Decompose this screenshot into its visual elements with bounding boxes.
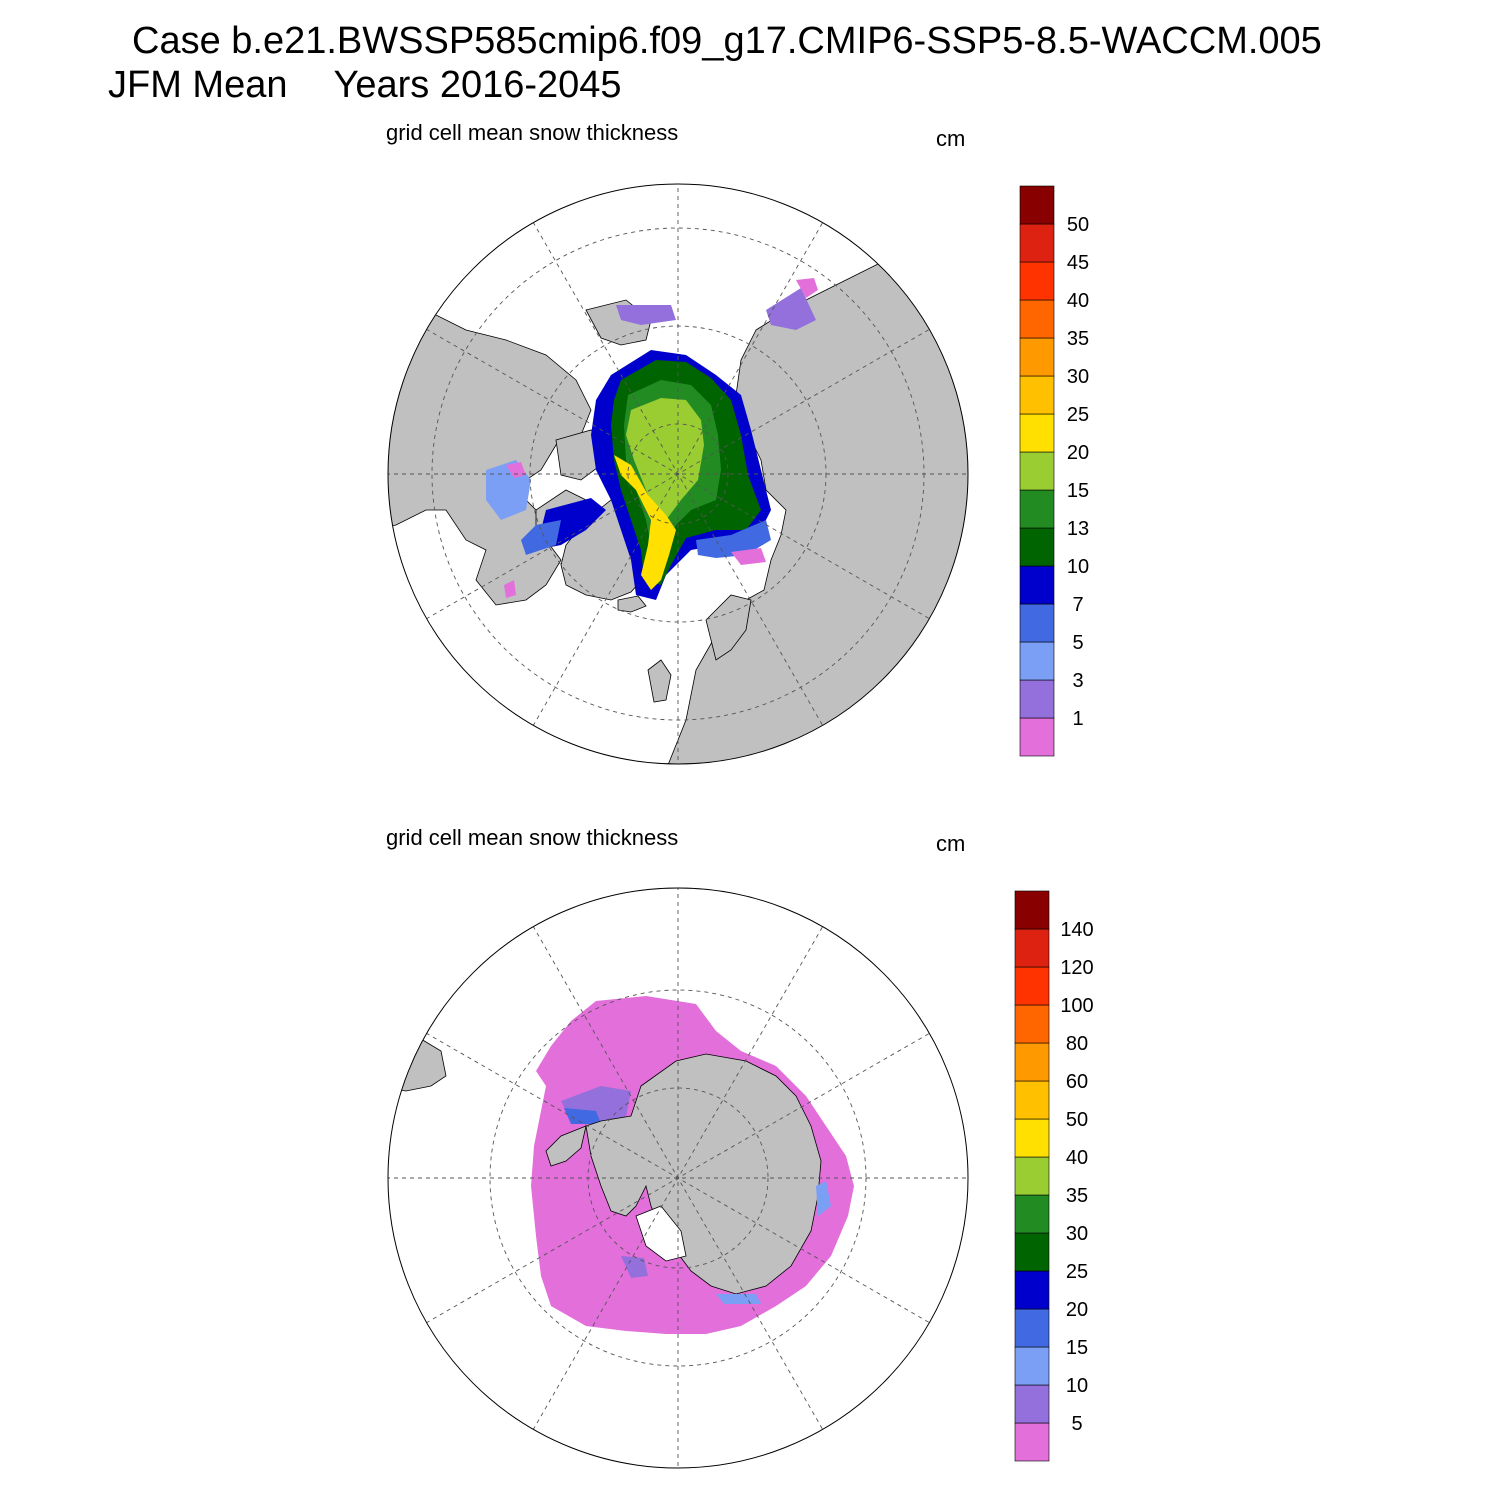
arctic-light-green (626, 398, 704, 520)
antarctic-peninsula (545, 1125, 587, 1167)
bering-snow (616, 305, 676, 325)
barents-margin-snow (696, 520, 771, 558)
north-map-boundary (387, 183, 969, 765)
colorbar-tick-label: 13 (1067, 518, 1089, 540)
north-polar-map (387, 183, 969, 765)
colorbar-box-15 (1014, 890, 1050, 930)
colorbar-tick-label: 100 (1060, 995, 1093, 1017)
okhotsk-edge (796, 278, 818, 298)
colorbar-tick-label: 40 (1067, 290, 1089, 312)
colorbar-box-14 (1019, 223, 1055, 263)
colorbar-box-6 (1014, 1232, 1050, 1272)
colorbar-tick-label: 15 (1067, 480, 1089, 502)
colorbar-tick-label: 35 (1066, 1185, 1088, 1207)
north-units: cm (936, 126, 966, 151)
colorbar-tick-label: 30 (1067, 366, 1089, 388)
colorbar-tick-label: 40 (1066, 1147, 1088, 1169)
east-antarctic-blue-edge (816, 1181, 831, 1216)
south-meridian-150 (532, 925, 824, 1431)
ross-blue-edge (716, 1294, 761, 1304)
labrador-pink-edge (504, 580, 516, 598)
colorbar-tick-label: 20 (1066, 1299, 1088, 1321)
colorbar-tick-label: 5 (1071, 1413, 1082, 1435)
colorbar-box-14 (1014, 928, 1050, 968)
colorbar-tick-label: 10 (1066, 1375, 1088, 1397)
colorbar-tick-label: 10 (1067, 556, 1089, 578)
colorbar-tick-label: 5 (1072, 632, 1083, 654)
colorbar-tick-label: 80 (1066, 1033, 1088, 1055)
colorbar-box-2 (1019, 679, 1055, 719)
scandinavia (705, 594, 752, 661)
colorbar-tick-label: 60 (1066, 1071, 1088, 1093)
barents-pink-edge (731, 548, 766, 565)
okhotsk-snow (766, 288, 816, 330)
south-colorbar: 5 10 15 20 25 30 35 40 50 60 80 100 120 140 (1014, 890, 1094, 1462)
arctic-yellow-ridge (614, 455, 676, 590)
colorbar-box-2 (1014, 1384, 1050, 1424)
colorbar-tick-label: 15 (1066, 1337, 1088, 1359)
colorbar-tick-label: 1 (1072, 708, 1083, 730)
colorbar-tick-label: 50 (1066, 1109, 1088, 1131)
colorbar-box-4 (1014, 1308, 1050, 1348)
colorbar-tick-label: 30 (1066, 1223, 1088, 1245)
colorbar-box-7 (1019, 489, 1055, 529)
ross-ice-shelf (635, 1205, 687, 1262)
colorbar-box-8 (1019, 451, 1055, 491)
colorbar-tick-label: 120 (1060, 957, 1093, 979)
north-meridian-150 (532, 221, 824, 727)
colorbar-tick-label: 25 (1066, 1261, 1088, 1283)
colorbar-box-10 (1019, 375, 1055, 415)
case-title: Case b.e21.BWSSP585cmip6.f09_g17.CMIP6-S… (132, 20, 1322, 62)
south-polar-map (387, 887, 969, 1469)
colorbar-box-10 (1014, 1080, 1050, 1120)
weddell-blue-edge (564, 1108, 601, 1124)
colorbar-box-11 (1014, 1042, 1050, 1082)
south-units: cm (936, 831, 966, 856)
colorbar-box-7 (1014, 1194, 1050, 1234)
north-subtitle: grid cell mean snow thickness (386, 120, 679, 145)
colorbar-tick-label: 7 (1072, 594, 1083, 616)
colorbar-box-9 (1014, 1118, 1050, 1158)
period-title: JFM Mean Years 2016-2045 (108, 64, 622, 107)
colorbar-box-12 (1019, 299, 1055, 339)
colorbar-tick-label: 50 (1067, 214, 1089, 236)
colorbar-tick-label: 45 (1067, 252, 1089, 274)
season-label: JFM Mean (108, 64, 288, 106)
colorbar-tick-label: 3 (1072, 670, 1083, 692)
antarctica (585, 1053, 822, 1295)
years-label: Years 2016-2045 (333, 64, 622, 106)
hudson-pink-edge (506, 462, 526, 478)
colorbar-box-6 (1019, 527, 1055, 567)
colorbar-tick-label: 140 (1060, 919, 1093, 941)
colorbar-box-12 (1014, 1004, 1050, 1044)
colorbar-tick-label: 35 (1067, 328, 1089, 350)
labrador-snow (521, 520, 561, 555)
colorbar-box-3 (1019, 641, 1055, 681)
colorbar-box-15 (1019, 185, 1055, 225)
colorbar-tick-label: 25 (1067, 404, 1089, 426)
south-map-boundary (387, 887, 969, 1469)
south-subtitle: grid cell mean snow thickness (386, 825, 679, 850)
colorbar-box-11 (1019, 337, 1055, 377)
colorbar-box-3 (1014, 1346, 1050, 1386)
colorbar-box-1 (1019, 717, 1055, 757)
colorbar-box-13 (1014, 966, 1050, 1006)
british-isles (647, 659, 672, 703)
colorbar-box-4 (1019, 603, 1055, 643)
colorbar-box-9 (1019, 413, 1055, 453)
colorbar-box-5 (1014, 1270, 1050, 1310)
iceland (617, 595, 647, 613)
colorbar-tick-label: 20 (1067, 442, 1089, 464)
colorbar-box-13 (1019, 261, 1055, 301)
colorbar-box-5 (1019, 565, 1055, 605)
amundsen-sea-snow (621, 1256, 648, 1278)
colorbar-box-1 (1014, 1422, 1050, 1462)
colorbar-box-8 (1014, 1156, 1050, 1196)
